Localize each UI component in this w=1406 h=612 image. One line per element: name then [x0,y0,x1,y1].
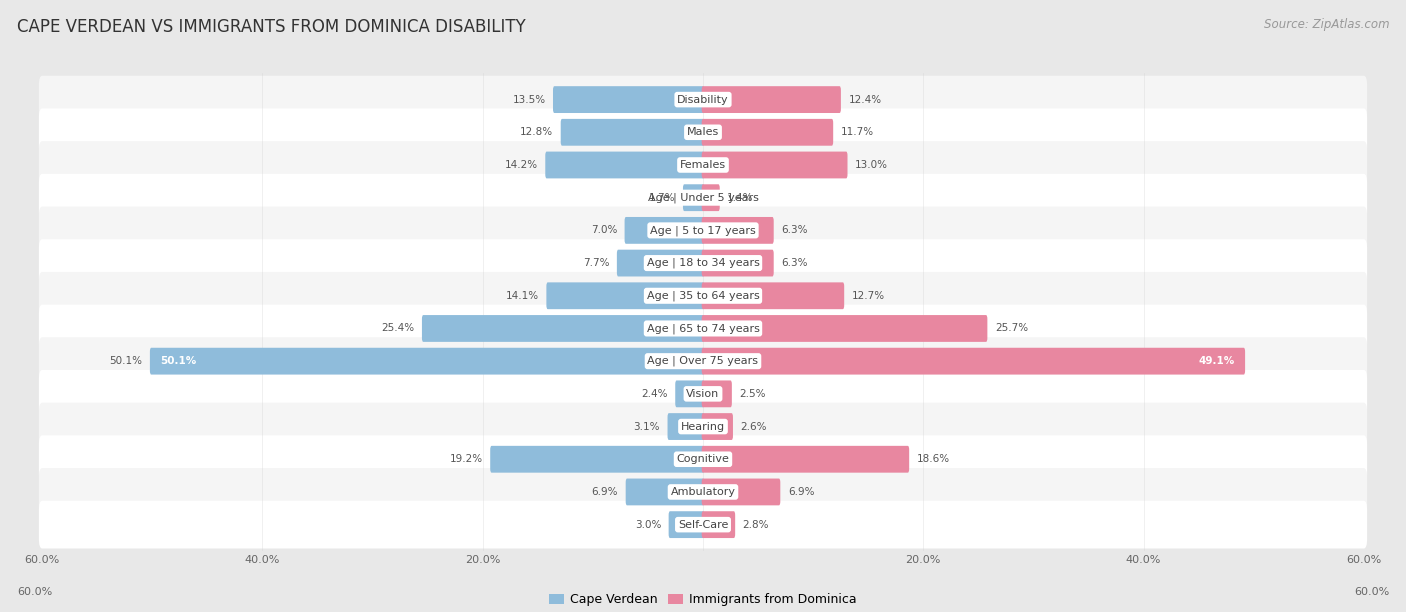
FancyBboxPatch shape [617,250,704,277]
Text: 50.1%: 50.1% [110,356,142,366]
Text: Ambulatory: Ambulatory [671,487,735,497]
Text: 14.1%: 14.1% [506,291,538,300]
Text: 7.7%: 7.7% [583,258,609,268]
Text: 12.4%: 12.4% [848,95,882,105]
Text: Age | Over 75 years: Age | Over 75 years [648,356,758,367]
Text: 50.1%: 50.1% [160,356,197,366]
Text: 1.4%: 1.4% [727,193,754,203]
FancyBboxPatch shape [39,468,1367,516]
FancyBboxPatch shape [39,206,1367,254]
FancyBboxPatch shape [702,315,987,342]
Text: CAPE VERDEAN VS IMMIGRANTS FROM DOMINICA DISABILITY: CAPE VERDEAN VS IMMIGRANTS FROM DOMINICA… [17,18,526,36]
Text: 2.4%: 2.4% [641,389,668,399]
Text: Hearing: Hearing [681,422,725,431]
Text: 6.9%: 6.9% [592,487,619,497]
FancyBboxPatch shape [702,184,720,211]
Text: 49.1%: 49.1% [1199,356,1234,366]
Text: 6.3%: 6.3% [782,258,807,268]
FancyBboxPatch shape [39,501,1367,548]
Text: 60.0%: 60.0% [1354,587,1389,597]
FancyBboxPatch shape [702,119,834,146]
Text: 12.7%: 12.7% [852,291,884,300]
FancyBboxPatch shape [39,403,1367,450]
Text: Source: ZipAtlas.com: Source: ZipAtlas.com [1264,18,1389,31]
FancyBboxPatch shape [702,250,773,277]
Text: Self-Care: Self-Care [678,520,728,529]
Text: 25.7%: 25.7% [995,324,1028,334]
Text: 2.5%: 2.5% [740,389,766,399]
FancyBboxPatch shape [39,141,1367,189]
Text: 6.9%: 6.9% [787,487,814,497]
FancyBboxPatch shape [150,348,704,375]
FancyBboxPatch shape [547,282,704,309]
FancyBboxPatch shape [702,413,733,440]
FancyBboxPatch shape [702,446,910,472]
FancyBboxPatch shape [553,86,704,113]
FancyBboxPatch shape [702,86,841,113]
Text: 13.5%: 13.5% [512,95,546,105]
Text: 60.0%: 60.0% [17,587,52,597]
FancyBboxPatch shape [491,446,704,472]
Text: Age | 5 to 17 years: Age | 5 to 17 years [650,225,756,236]
FancyBboxPatch shape [675,381,704,407]
FancyBboxPatch shape [702,282,844,309]
FancyBboxPatch shape [422,315,704,342]
FancyBboxPatch shape [626,479,704,506]
Text: Cognitive: Cognitive [676,454,730,465]
Text: 7.0%: 7.0% [591,225,617,236]
FancyBboxPatch shape [561,119,704,146]
FancyBboxPatch shape [39,305,1367,353]
Text: Age | Under 5 years: Age | Under 5 years [648,192,758,203]
FancyBboxPatch shape [702,479,780,506]
Text: 14.2%: 14.2% [505,160,537,170]
Legend: Cape Verdean, Immigrants from Dominica: Cape Verdean, Immigrants from Dominica [544,588,862,611]
Text: Age | 35 to 64 years: Age | 35 to 64 years [647,291,759,301]
Text: 25.4%: 25.4% [381,324,415,334]
FancyBboxPatch shape [702,217,773,244]
Text: 2.6%: 2.6% [741,422,766,431]
FancyBboxPatch shape [669,511,704,538]
Text: Vision: Vision [686,389,720,399]
FancyBboxPatch shape [624,217,704,244]
Text: 18.6%: 18.6% [917,454,950,465]
Text: 1.7%: 1.7% [650,193,675,203]
Text: 13.0%: 13.0% [855,160,889,170]
FancyBboxPatch shape [39,76,1367,124]
Text: 12.8%: 12.8% [520,127,553,137]
Text: Males: Males [688,127,718,137]
Text: 2.8%: 2.8% [742,520,769,529]
FancyBboxPatch shape [39,435,1367,483]
Text: Females: Females [681,160,725,170]
Text: Age | 65 to 74 years: Age | 65 to 74 years [647,323,759,334]
FancyBboxPatch shape [39,174,1367,222]
FancyBboxPatch shape [668,413,704,440]
FancyBboxPatch shape [702,152,848,178]
Text: 3.0%: 3.0% [634,520,661,529]
FancyBboxPatch shape [39,239,1367,287]
Text: 19.2%: 19.2% [450,454,482,465]
FancyBboxPatch shape [702,381,733,407]
FancyBboxPatch shape [702,348,1246,375]
FancyBboxPatch shape [39,337,1367,385]
FancyBboxPatch shape [39,108,1367,156]
Text: Age | 18 to 34 years: Age | 18 to 34 years [647,258,759,268]
FancyBboxPatch shape [683,184,704,211]
Text: 6.3%: 6.3% [782,225,807,236]
FancyBboxPatch shape [546,152,704,178]
FancyBboxPatch shape [39,370,1367,418]
FancyBboxPatch shape [702,511,735,538]
Text: 3.1%: 3.1% [634,422,659,431]
FancyBboxPatch shape [39,272,1367,319]
Text: 11.7%: 11.7% [841,127,873,137]
Text: Disability: Disability [678,95,728,105]
